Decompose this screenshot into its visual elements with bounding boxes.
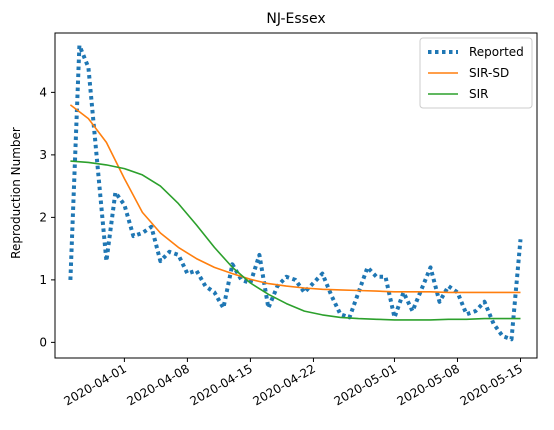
y-tick-label: 3 [39, 148, 47, 162]
x-tick-label: 2020-04-15 [187, 361, 254, 408]
y-tick-label: 0 [39, 335, 47, 349]
x-tick-label: 2020-04-01 [61, 361, 128, 408]
x-tick-label: 2020-05-01 [332, 361, 399, 408]
y-axis-label: Reproduction Number [9, 127, 23, 259]
legend-label: SIR-SD [469, 66, 509, 80]
chart-title: NJ-Essex [266, 11, 325, 27]
legend: Reported SIR-SD SIR [420, 38, 532, 108]
y-tick-label: 2 [39, 210, 47, 224]
x-tick-label: 2020-04-22 [250, 361, 317, 408]
series-line-sir [70, 161, 520, 320]
y-tick-label: 4 [39, 85, 47, 99]
x-tick-label: 2020-05-15 [458, 361, 525, 408]
legend-label: Reported [469, 45, 524, 59]
legend-label: SIR [469, 87, 489, 101]
series-line-sir-sd [70, 105, 520, 293]
x-tick-label: 2020-05-08 [395, 361, 462, 408]
y-tick-label: 1 [39, 273, 47, 287]
x-tick-label: 2020-04-08 [124, 361, 191, 408]
